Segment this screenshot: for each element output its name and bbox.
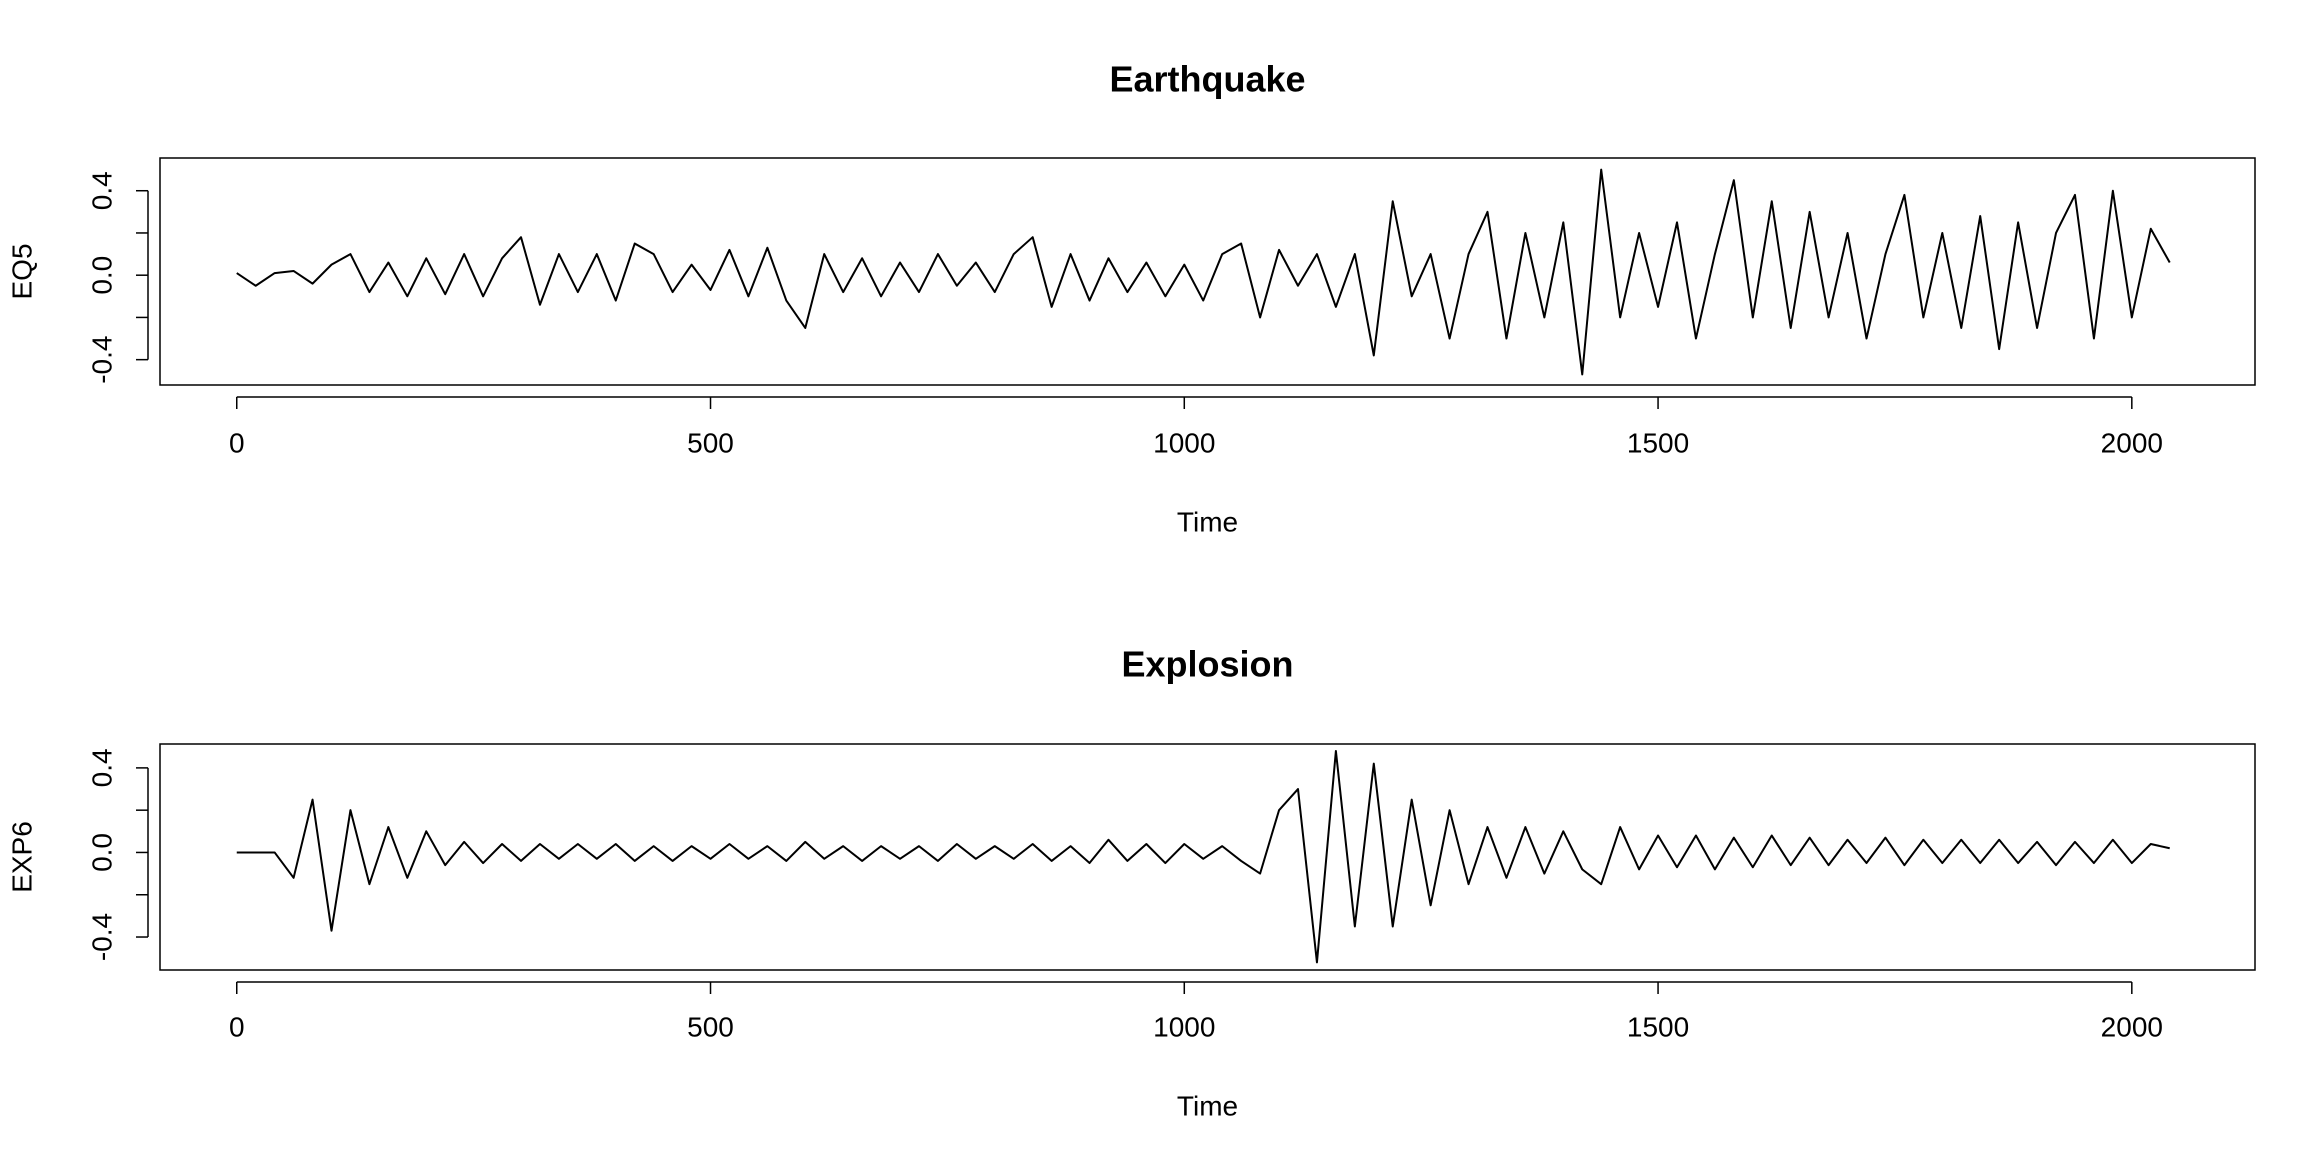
x-tick-label: 2000: [2101, 1011, 2163, 1042]
x-axis-title: Time: [1177, 506, 1238, 537]
x-tick-label: 1000: [1153, 1011, 1215, 1042]
y-tick-label: -0.4: [86, 336, 117, 384]
x-tick-label: 1500: [1627, 1011, 1689, 1042]
x-tick-label: 0: [229, 427, 245, 458]
chart-title: Explosion: [1121, 644, 1293, 685]
y-axis-title: EQ5: [6, 243, 37, 299]
x-tick-label: 2000: [2101, 427, 2163, 458]
y-tick-label: 0.4: [86, 748, 117, 787]
series-line: [236, 168, 2171, 376]
x-tick-label: 1000: [1153, 427, 1215, 458]
plot-frame: [159, 157, 2256, 386]
x-tick-label: 1500: [1627, 427, 1689, 458]
x-axis-title: Time: [1177, 1090, 1238, 1121]
chart-title: Earthquake: [1109, 59, 1305, 100]
y-tick-label: 0.0: [86, 833, 117, 872]
y-tick-label: 0.4: [86, 171, 117, 210]
plot-panel: Explosion 0 500 1000 1500 2000 Time -0.4 0.0 0.4 E…: [6, 644, 2256, 1121]
series-line: [236, 749, 2170, 964]
plot-frame: [159, 743, 2256, 971]
y-axis-title: EXP6: [6, 821, 37, 893]
y-tick-label: 0.0: [86, 256, 117, 295]
x-tick-label: 500: [687, 1011, 734, 1042]
plot-panel: Earthquake 0 500 1000 1500 2000 Time -0.4 0.0 0.4…: [6, 59, 2256, 537]
y-tick-label: -0.4: [86, 913, 117, 961]
x-tick-label: 0: [229, 1011, 245, 1042]
x-tick-label: 500: [687, 427, 734, 458]
